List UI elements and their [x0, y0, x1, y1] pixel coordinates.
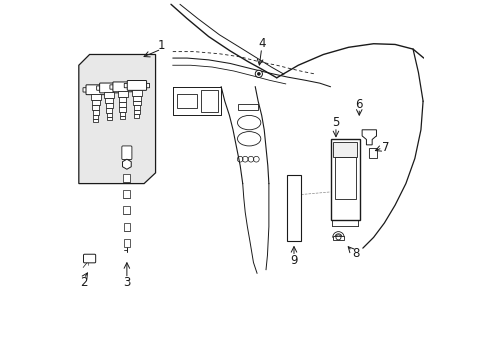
Bar: [92, 100, 100, 105]
Text: 4: 4: [258, 37, 265, 50]
Bar: [93, 114, 98, 118]
Bar: [123, 174, 130, 182]
Bar: [123, 222, 130, 231]
Bar: [134, 105, 140, 110]
Bar: [105, 103, 113, 108]
Bar: [119, 97, 126, 102]
Bar: [238, 104, 257, 111]
Bar: [93, 118, 98, 122]
Bar: [133, 96, 141, 101]
Text: 5: 5: [331, 116, 339, 129]
FancyBboxPatch shape: [103, 88, 108, 92]
Bar: [117, 91, 127, 97]
Bar: [92, 105, 99, 109]
Circle shape: [255, 70, 262, 77]
Bar: [132, 90, 142, 96]
Text: 1: 1: [157, 39, 165, 52]
Bar: [177, 94, 196, 108]
Text: 7: 7: [382, 141, 389, 154]
FancyBboxPatch shape: [127, 81, 146, 90]
FancyBboxPatch shape: [83, 88, 87, 92]
Bar: [92, 109, 99, 114]
Bar: [106, 113, 112, 117]
FancyBboxPatch shape: [83, 254, 96, 263]
Bar: [106, 117, 112, 120]
Bar: [120, 112, 125, 116]
FancyBboxPatch shape: [86, 85, 105, 95]
FancyBboxPatch shape: [97, 86, 101, 90]
FancyBboxPatch shape: [124, 84, 129, 88]
FancyBboxPatch shape: [113, 82, 132, 92]
Bar: [332, 236, 344, 239]
Bar: [134, 114, 139, 118]
Bar: [90, 94, 101, 100]
Text: 9: 9: [290, 254, 297, 267]
Bar: [106, 108, 112, 113]
Bar: [120, 116, 125, 119]
Bar: [105, 98, 113, 103]
Bar: [123, 239, 130, 247]
Bar: [334, 157, 355, 199]
Text: 8: 8: [351, 247, 359, 260]
FancyBboxPatch shape: [100, 83, 119, 93]
FancyBboxPatch shape: [117, 86, 122, 90]
Bar: [104, 92, 114, 98]
Bar: [201, 90, 217, 112]
Text: 2: 2: [80, 276, 87, 289]
Circle shape: [257, 72, 260, 75]
Wedge shape: [332, 231, 344, 237]
Bar: [119, 107, 125, 112]
Polygon shape: [79, 54, 155, 184]
Bar: [134, 110, 140, 114]
Bar: [368, 148, 376, 158]
Bar: [123, 206, 130, 215]
Bar: [123, 190, 130, 198]
Bar: [286, 175, 301, 241]
FancyBboxPatch shape: [144, 84, 149, 88]
Text: 3: 3: [123, 276, 130, 289]
FancyBboxPatch shape: [130, 85, 135, 89]
Polygon shape: [122, 159, 131, 169]
FancyBboxPatch shape: [110, 85, 114, 89]
Bar: [133, 101, 140, 105]
Text: 6: 6: [355, 98, 362, 111]
FancyBboxPatch shape: [122, 146, 132, 159]
Bar: [119, 102, 126, 107]
Polygon shape: [362, 130, 376, 145]
Bar: [333, 142, 356, 157]
Bar: [330, 139, 359, 220]
